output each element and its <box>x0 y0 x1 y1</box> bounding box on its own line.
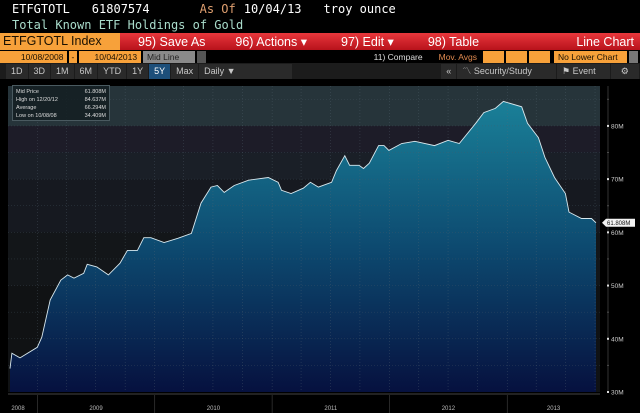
compare-button[interactable]: 11) Compare <box>373 51 423 62</box>
y-tick <box>607 284 609 287</box>
y-tick <box>607 178 609 181</box>
x-tick-label: 2010 <box>207 406 221 412</box>
y-minor-tick <box>607 311 609 313</box>
mov-avg-field-1[interactable] <box>483 50 505 63</box>
y-tick-label: 70M <box>611 177 624 184</box>
y-tick-label: 60M <box>611 230 624 237</box>
security-field[interactable]: ETFGTOTL Index <box>0 33 120 50</box>
gear-icon: ⚙ <box>620 65 629 76</box>
period-bar: 1D 3D 1M 6M YTD 1Y 5Y Max Daily ▼ « 〽 Se… <box>0 63 640 79</box>
y-minor-tick <box>607 258 609 260</box>
date-dash: - <box>69 50 78 63</box>
period-1m[interactable]: 1M <box>51 63 74 79</box>
y-tick-label: 40M <box>611 336 624 343</box>
period-1d[interactable]: 1D <box>6 63 28 79</box>
area-fill <box>10 101 596 393</box>
header-line: ETFGTOTL 61807574 As Of 10/04/13 troy ou… <box>0 0 640 17</box>
start-date-field[interactable]: 10/08/2008 <box>0 50 68 63</box>
period-3d[interactable]: 3D <box>28 63 51 79</box>
controls-row: 10/08/2008 - 10/04/2013 Mid Line 11) Com… <box>0 50 640 63</box>
mov-avg-field-3[interactable] <box>529 50 551 63</box>
flag-icon: ⚑ <box>562 65 573 76</box>
y-minor-tick <box>607 364 609 366</box>
table-button[interactable]: 98) Table <box>427 34 480 49</box>
toolbar-red-bar: 95) Save As 96) Actions ▾ 97) Edit ▾ 98)… <box>120 33 640 50</box>
unit: troy ounce <box>323 1 396 16</box>
y-tick-label: 50M <box>611 283 624 290</box>
y-tick <box>607 337 609 340</box>
mov-avgs-label: Mov. Avgs <box>438 51 478 62</box>
x-tick-label: 2009 <box>89 406 103 412</box>
line-mode-dropdown[interactable] <box>196 50 206 63</box>
chart: 30M 40M 50M 60M 70M 80M 2008 2009 2010 2011 2012 20… <box>8 86 635 413</box>
period-max[interactable]: Max <box>171 63 199 79</box>
y-tick <box>607 231 609 234</box>
legend: Mid Price 61.808M High on 12/20/12 84.637M… <box>12 85 110 121</box>
x-tick-label: 2011 <box>324 406 338 412</box>
end-date-field[interactable]: 10/04/2013 <box>79 50 142 63</box>
last-value-tag <box>602 218 635 227</box>
period-ytd[interactable]: YTD <box>98 63 127 79</box>
line-chart-icon: 〽 <box>462 65 474 76</box>
y-tick-label: 80M <box>611 123 624 130</box>
edit-menu[interactable]: 97) Edit ▾ <box>341 35 394 49</box>
security-description: Total Known ETF Holdings of Gold <box>12 17 244 32</box>
as-of-label: As Of <box>199 1 236 16</box>
as-of-date: 10/04/13 <box>243 1 302 16</box>
period-1y[interactable]: 1Y <box>127 63 149 79</box>
description-line: Total Known ETF Holdings of Gold <box>0 16 640 33</box>
y-minor-tick <box>607 98 609 100</box>
collapse-button[interactable]: « <box>441 63 457 79</box>
frequency-select[interactable]: Daily ▼ <box>199 63 293 79</box>
x-tick-label: 2008 <box>11 406 25 412</box>
mov-avg-field-2[interactable] <box>506 50 528 63</box>
event-button[interactable]: ⚑ Event <box>557 63 610 79</box>
lower-chart-dropdown[interactable] <box>629 50 638 63</box>
security-study-button[interactable]: 〽 Security/Study <box>457 63 557 79</box>
last-value-label: 61.808M <box>607 221 630 227</box>
legend-item-mid-price: Mid Price 61.808M <box>16 89 106 95</box>
y-tick <box>607 124 609 127</box>
period-6m[interactable]: 6M <box>74 63 98 79</box>
period-5y[interactable]: 5Y <box>149 63 171 79</box>
line-mode-select[interactable]: Mid Line <box>143 50 195 63</box>
main-toolbar: ETFGTOTL Index 95) Save As 96) Actions ▾… <box>0 33 640 50</box>
y-minor-tick <box>607 205 609 207</box>
y-tick-label: 30M <box>611 390 624 397</box>
legend-item-high: High on 12/20/12 84.637M <box>16 97 106 103</box>
settings-button[interactable]: ⚙ <box>610 63 640 79</box>
last-value: 61807574 <box>91 1 150 16</box>
x-tick-label: 2013 <box>547 406 561 412</box>
ticker: ETFGTOTL <box>12 1 70 16</box>
series-line <box>9 100 597 369</box>
legend-item-average: Average 66.294M <box>16 105 106 111</box>
chart-type[interactable]: Line Chart <box>576 34 634 49</box>
legend-item-low: Low on 10/08/08 34.409M <box>16 113 106 119</box>
y-tick <box>607 391 609 393</box>
x-tick-label: 2012 <box>442 406 456 412</box>
actions-menu[interactable]: 96) Actions ▾ <box>235 35 307 49</box>
y-minor-tick <box>607 152 609 154</box>
save-as-button[interactable]: 95) Save As <box>138 34 206 49</box>
lower-chart-select[interactable]: No Lower Chart <box>554 50 628 63</box>
